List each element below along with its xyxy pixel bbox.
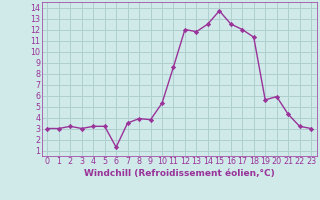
X-axis label: Windchill (Refroidissement éolien,°C): Windchill (Refroidissement éolien,°C) — [84, 169, 275, 178]
